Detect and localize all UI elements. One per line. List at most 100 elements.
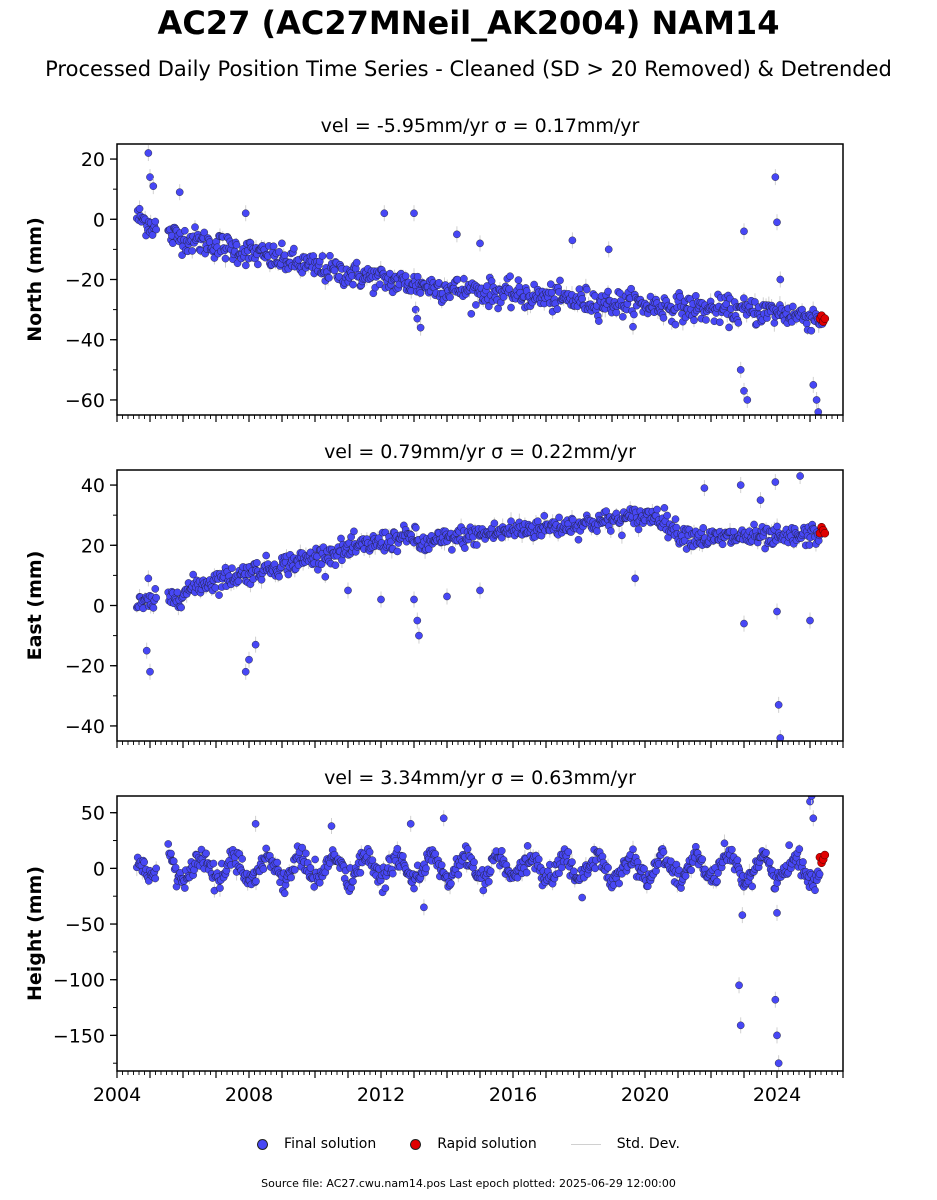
final-point-outlier	[756, 496, 765, 504]
data-points	[132, 796, 830, 1071]
final-point	[582, 285, 591, 294]
final-point	[337, 534, 345, 543]
final-point-outlier	[631, 574, 639, 583]
final-point	[347, 884, 355, 892]
final-point	[607, 527, 615, 535]
time-series-plots: vel = -5.95mm/yr σ = 0.17mm/yr North (mm)…	[24, 115, 844, 1106]
final-point	[534, 855, 543, 864]
final-point	[540, 512, 549, 520]
y-tick-label: −150	[53, 1025, 105, 1047]
final-point	[151, 217, 160, 226]
y-tick-label: 40	[81, 475, 105, 497]
final-point	[216, 884, 224, 892]
final-point-outlier	[814, 408, 823, 415]
final-point	[507, 517, 515, 526]
final-point	[152, 593, 161, 602]
final-point	[291, 866, 299, 874]
plot-frame	[116, 469, 844, 742]
final-point-outlier	[453, 230, 461, 239]
y-tick-label: −40	[65, 330, 105, 352]
panel-title: vel = -5.95mm/yr σ = 0.17mm/yr	[321, 115, 640, 137]
final-point	[485, 302, 493, 311]
final-point	[254, 260, 262, 269]
final-point	[740, 294, 748, 302]
x-tick-label: 2016	[489, 1084, 537, 1106]
data-points	[132, 470, 830, 741]
final-point	[629, 845, 637, 854]
final-point	[653, 505, 661, 514]
final-point-outlier	[380, 209, 389, 218]
final-point	[381, 884, 390, 893]
final-point-outlier	[809, 814, 818, 823]
final-point	[447, 879, 455, 888]
final-point	[490, 519, 499, 528]
final-point	[454, 870, 463, 879]
final-point-outlier	[144, 149, 153, 157]
final-point-outlier	[773, 909, 781, 917]
rapid-point	[820, 314, 830, 323]
final-point	[716, 318, 724, 327]
legend-item-std: Std. Dev.	[570, 1136, 680, 1152]
x-tick-label: 2004	[93, 1084, 141, 1106]
final-point-outlier	[776, 734, 785, 741]
final-point	[169, 857, 178, 865]
final-point	[284, 570, 293, 579]
final-point	[177, 603, 185, 612]
final-point	[615, 879, 623, 888]
final-point	[728, 845, 736, 854]
final-point-outlier	[149, 182, 158, 190]
final-point	[252, 877, 260, 886]
final-point	[209, 859, 218, 868]
final-point	[553, 305, 562, 314]
final-point	[698, 855, 707, 864]
y-tick-label: 0	[93, 209, 105, 231]
final-point-outlier	[806, 616, 814, 625]
final-point	[805, 541, 814, 549]
final-point-outlier	[476, 239, 484, 248]
final-point	[785, 841, 793, 849]
final-point	[211, 584, 220, 592]
final-point	[365, 848, 374, 856]
final-point-outlier	[568, 236, 577, 245]
final-point-outlier	[420, 903, 428, 912]
final-point-outlier	[439, 814, 448, 823]
final-point-outlier	[410, 209, 418, 218]
final-point	[714, 869, 722, 877]
final-point	[770, 319, 779, 327]
rapid-solution-marker-icon	[410, 1138, 422, 1150]
final-point-outlier	[146, 667, 154, 676]
panel-title: vel = 3.34mm/yr σ = 0.63mm/yr	[324, 767, 636, 789]
std-dev-line-icon	[570, 1143, 601, 1145]
panel-east: vel = 0.79mm/yr σ = 0.22mm/yr East (mm) 40…	[24, 441, 844, 748]
final-point-outlier	[413, 616, 422, 625]
final-point	[619, 312, 627, 321]
x-tick-label: 2012	[357, 1084, 405, 1106]
final-point	[275, 572, 283, 581]
final-point	[676, 292, 684, 301]
y-tick-label: −20	[65, 270, 105, 292]
final-point	[699, 524, 708, 532]
final-point	[748, 882, 756, 891]
final-point	[242, 261, 250, 270]
final-point	[278, 239, 286, 248]
final-point-outlier	[411, 305, 420, 314]
final-point	[659, 314, 668, 322]
y-axis-label: Height (mm)	[24, 866, 46, 1001]
final-point	[315, 878, 324, 887]
final-point	[191, 223, 199, 231]
final-point	[486, 867, 495, 875]
final-point	[376, 280, 384, 289]
final-point	[720, 839, 729, 848]
final-point-outlier	[736, 481, 745, 489]
final-point-outlier	[773, 1031, 781, 1040]
chart-subtitle: Processed Daily Position Time Series - C…	[45, 57, 892, 81]
final-point-outlier	[771, 478, 780, 486]
data-points	[132, 145, 830, 415]
final-point-outlier	[812, 396, 821, 404]
final-point	[663, 511, 671, 520]
final-point	[262, 844, 270, 853]
final-point	[202, 849, 210, 858]
final-point	[349, 280, 357, 289]
final-point	[692, 292, 700, 300]
final-point	[604, 863, 612, 872]
